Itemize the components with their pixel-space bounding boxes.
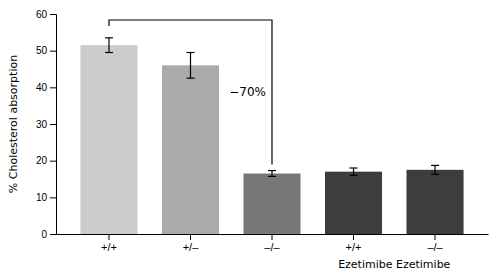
- bar: [243, 174, 300, 235]
- error-bar-stem: [108, 38, 109, 53]
- x-axis: +/+ +/– –/– +/+ –/–: [57, 234, 489, 253]
- y-tick-label: 0: [41, 229, 47, 240]
- error-bar-cap: [350, 167, 358, 168]
- y-tick-label: 40: [36, 82, 48, 93]
- x-tick: –/–: [427, 234, 443, 253]
- error-bar-stem: [190, 53, 191, 79]
- x-tick: +/+: [346, 234, 362, 253]
- y-axis: 0 10 20 30 40 50 60: [36, 9, 57, 240]
- y-tick-mark: [50, 197, 56, 198]
- error-bar-cap: [186, 52, 194, 53]
- error-bar: [350, 168, 358, 175]
- y-tick: 10: [36, 192, 56, 203]
- x-tick-mark: [190, 234, 191, 240]
- y-tick: 0: [41, 229, 56, 240]
- y-tick: 30: [36, 119, 56, 130]
- error-bar: [186, 53, 194, 79]
- error-bar-cap: [105, 37, 113, 38]
- error-bar-stem: [434, 165, 435, 174]
- error-bar-cap: [431, 174, 439, 175]
- error-bar-cap: [186, 78, 194, 79]
- x-tick-mark: [108, 234, 109, 240]
- y-tick: 40: [36, 82, 56, 93]
- error-bar-cap: [105, 52, 113, 53]
- x-tick: –/–: [264, 234, 280, 253]
- plot: 0 10 20 30 40 50 60 +/+ +/– –/– +/+ –/– −70% Ezetimib…: [36, 9, 489, 271]
- chart: 0 10 20 30 40 50 60 +/+ +/– –/– +/+ –/– −70% Ezetimib…: [0, 0, 500, 278]
- bar: [80, 45, 137, 234]
- error-bar-cap: [268, 176, 276, 177]
- x-tick: +/–: [183, 234, 199, 253]
- y-tick-mark: [50, 14, 56, 15]
- x-tick: +/+: [101, 234, 117, 253]
- y-tick-label: 30: [36, 119, 48, 130]
- annotation: Ezetimibe Ezetimibe: [338, 258, 450, 271]
- x-tick-label: –/–: [264, 241, 280, 253]
- y-axis-line: [50, 15, 57, 235]
- x-tick-label: +/+: [101, 241, 117, 253]
- y-tick-label: 60: [36, 9, 48, 20]
- x-tick-label: +/+: [346, 241, 362, 253]
- bar: [162, 65, 219, 234]
- error-bar: [105, 38, 113, 53]
- x-tick-mark: [435, 234, 436, 240]
- y-tick-label: 50: [36, 45, 48, 56]
- y-tick-mark: [50, 234, 56, 235]
- y-tick-mark: [50, 51, 56, 52]
- error-bar-cap: [268, 170, 276, 171]
- error-bar: [431, 165, 439, 174]
- error-bar-stem: [353, 168, 354, 175]
- y-tick-mark: [50, 124, 56, 125]
- y-tick-mark: [50, 87, 56, 88]
- bar: [406, 170, 463, 234]
- error-bar-cap: [431, 165, 439, 166]
- error-bar-cap: [350, 175, 358, 176]
- x-tick-mark: [272, 234, 273, 240]
- y-tick-mark: [50, 161, 56, 162]
- annotation: −70%: [229, 85, 266, 99]
- y-tick: 20: [36, 155, 56, 166]
- y-tick: 50: [36, 45, 56, 56]
- bar: [325, 172, 382, 234]
- bracket: [109, 20, 272, 165]
- x-tick-mark: [353, 234, 354, 240]
- y-tick: 60: [36, 9, 56, 20]
- error-bar: [268, 171, 276, 177]
- y-tick-label: 10: [36, 192, 48, 203]
- x-tick-label: –/–: [427, 241, 443, 253]
- x-tick-label: +/–: [183, 241, 199, 253]
- error-bar-stem: [271, 171, 272, 177]
- annotations: −70% Ezetimibe Ezetimibe: [109, 20, 451, 271]
- y-axis-title: % Cholesterol absorption: [7, 55, 20, 193]
- y-tick-label: 20: [36, 155, 48, 166]
